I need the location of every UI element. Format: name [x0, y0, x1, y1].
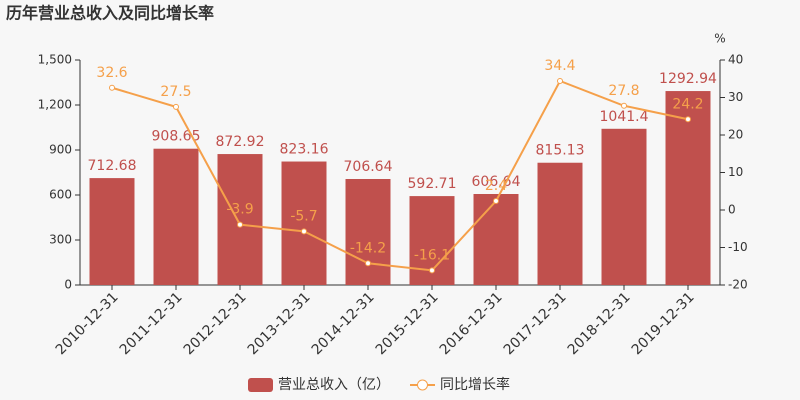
y2-tick-label: -20: [728, 278, 748, 292]
y2-tick-label: 0: [728, 203, 736, 217]
y-tick-label: 0: [64, 278, 72, 292]
line-value-label: 27.5: [160, 84, 191, 100]
line: [111, 79, 689, 272]
bar: [665, 91, 711, 286]
line-point: [173, 103, 179, 110]
bar-value-label: 815.13: [536, 143, 585, 159]
line-value-label: 27.8: [608, 83, 639, 99]
bar-value-label: 1041.4: [600, 109, 649, 125]
line-value-label: 34.4: [544, 58, 575, 74]
y2-tick-label: 40: [728, 53, 743, 67]
line-point: [109, 84, 115, 91]
bar: [281, 161, 327, 285]
line-value-label: 32.6: [96, 65, 127, 81]
chart-title: 历年营业总收入及同比增长率: [6, 4, 214, 23]
y2-tick-label: 10: [728, 165, 743, 179]
bar-value-label: 908.65: [152, 129, 201, 145]
line-value-label: 24.2: [672, 96, 703, 112]
y2-unit: %: [714, 32, 725, 46]
line-point: [493, 198, 499, 204]
line-point: [621, 102, 627, 109]
legend-label: 同比增长率: [440, 376, 510, 393]
line-value-label: 2.4: [485, 178, 507, 194]
bar: [153, 148, 199, 285]
line-point: [429, 267, 435, 274]
y-tick-label: 300: [49, 233, 72, 247]
line-value-label: -14.2: [350, 240, 386, 256]
bar-value-label: 823.16: [280, 142, 329, 158]
y2-tick-label: -10: [728, 240, 748, 254]
line-point: [685, 116, 691, 123]
y-tick-label: 1,500: [38, 53, 72, 67]
bar: [537, 162, 583, 285]
bar-value-label: 712.68: [88, 158, 137, 174]
y-tick-label: 1,200: [38, 98, 72, 112]
bar: [217, 154, 263, 285]
line-point: [237, 221, 243, 228]
bar: [345, 179, 391, 285]
bar-value-label: 872.92: [216, 134, 265, 150]
y2-tick-label: 30: [728, 90, 743, 104]
legend-swatch: [248, 378, 273, 392]
legend-label: 营业总收入（亿）: [278, 377, 390, 393]
bar: [601, 128, 647, 285]
bar-value-label: 592.71: [408, 176, 457, 192]
line-value-label: -3.9: [226, 202, 253, 218]
legend-swatch-point: [417, 379, 428, 391]
line-point: [301, 228, 307, 235]
line-point: [557, 78, 563, 84]
y2-tick-label: 20: [728, 128, 743, 142]
y-tick-label: 600: [49, 188, 72, 202]
bar-value-label: 706.64: [344, 159, 393, 175]
bar-value-label: 1292.94: [659, 71, 717, 87]
bar: [89, 178, 135, 285]
line-point: [365, 260, 371, 267]
line-value-label: -16.1: [414, 247, 450, 263]
y-tick-label: 900: [49, 143, 72, 157]
line-value-label: -5.7: [290, 208, 317, 224]
bar: [473, 194, 519, 285]
